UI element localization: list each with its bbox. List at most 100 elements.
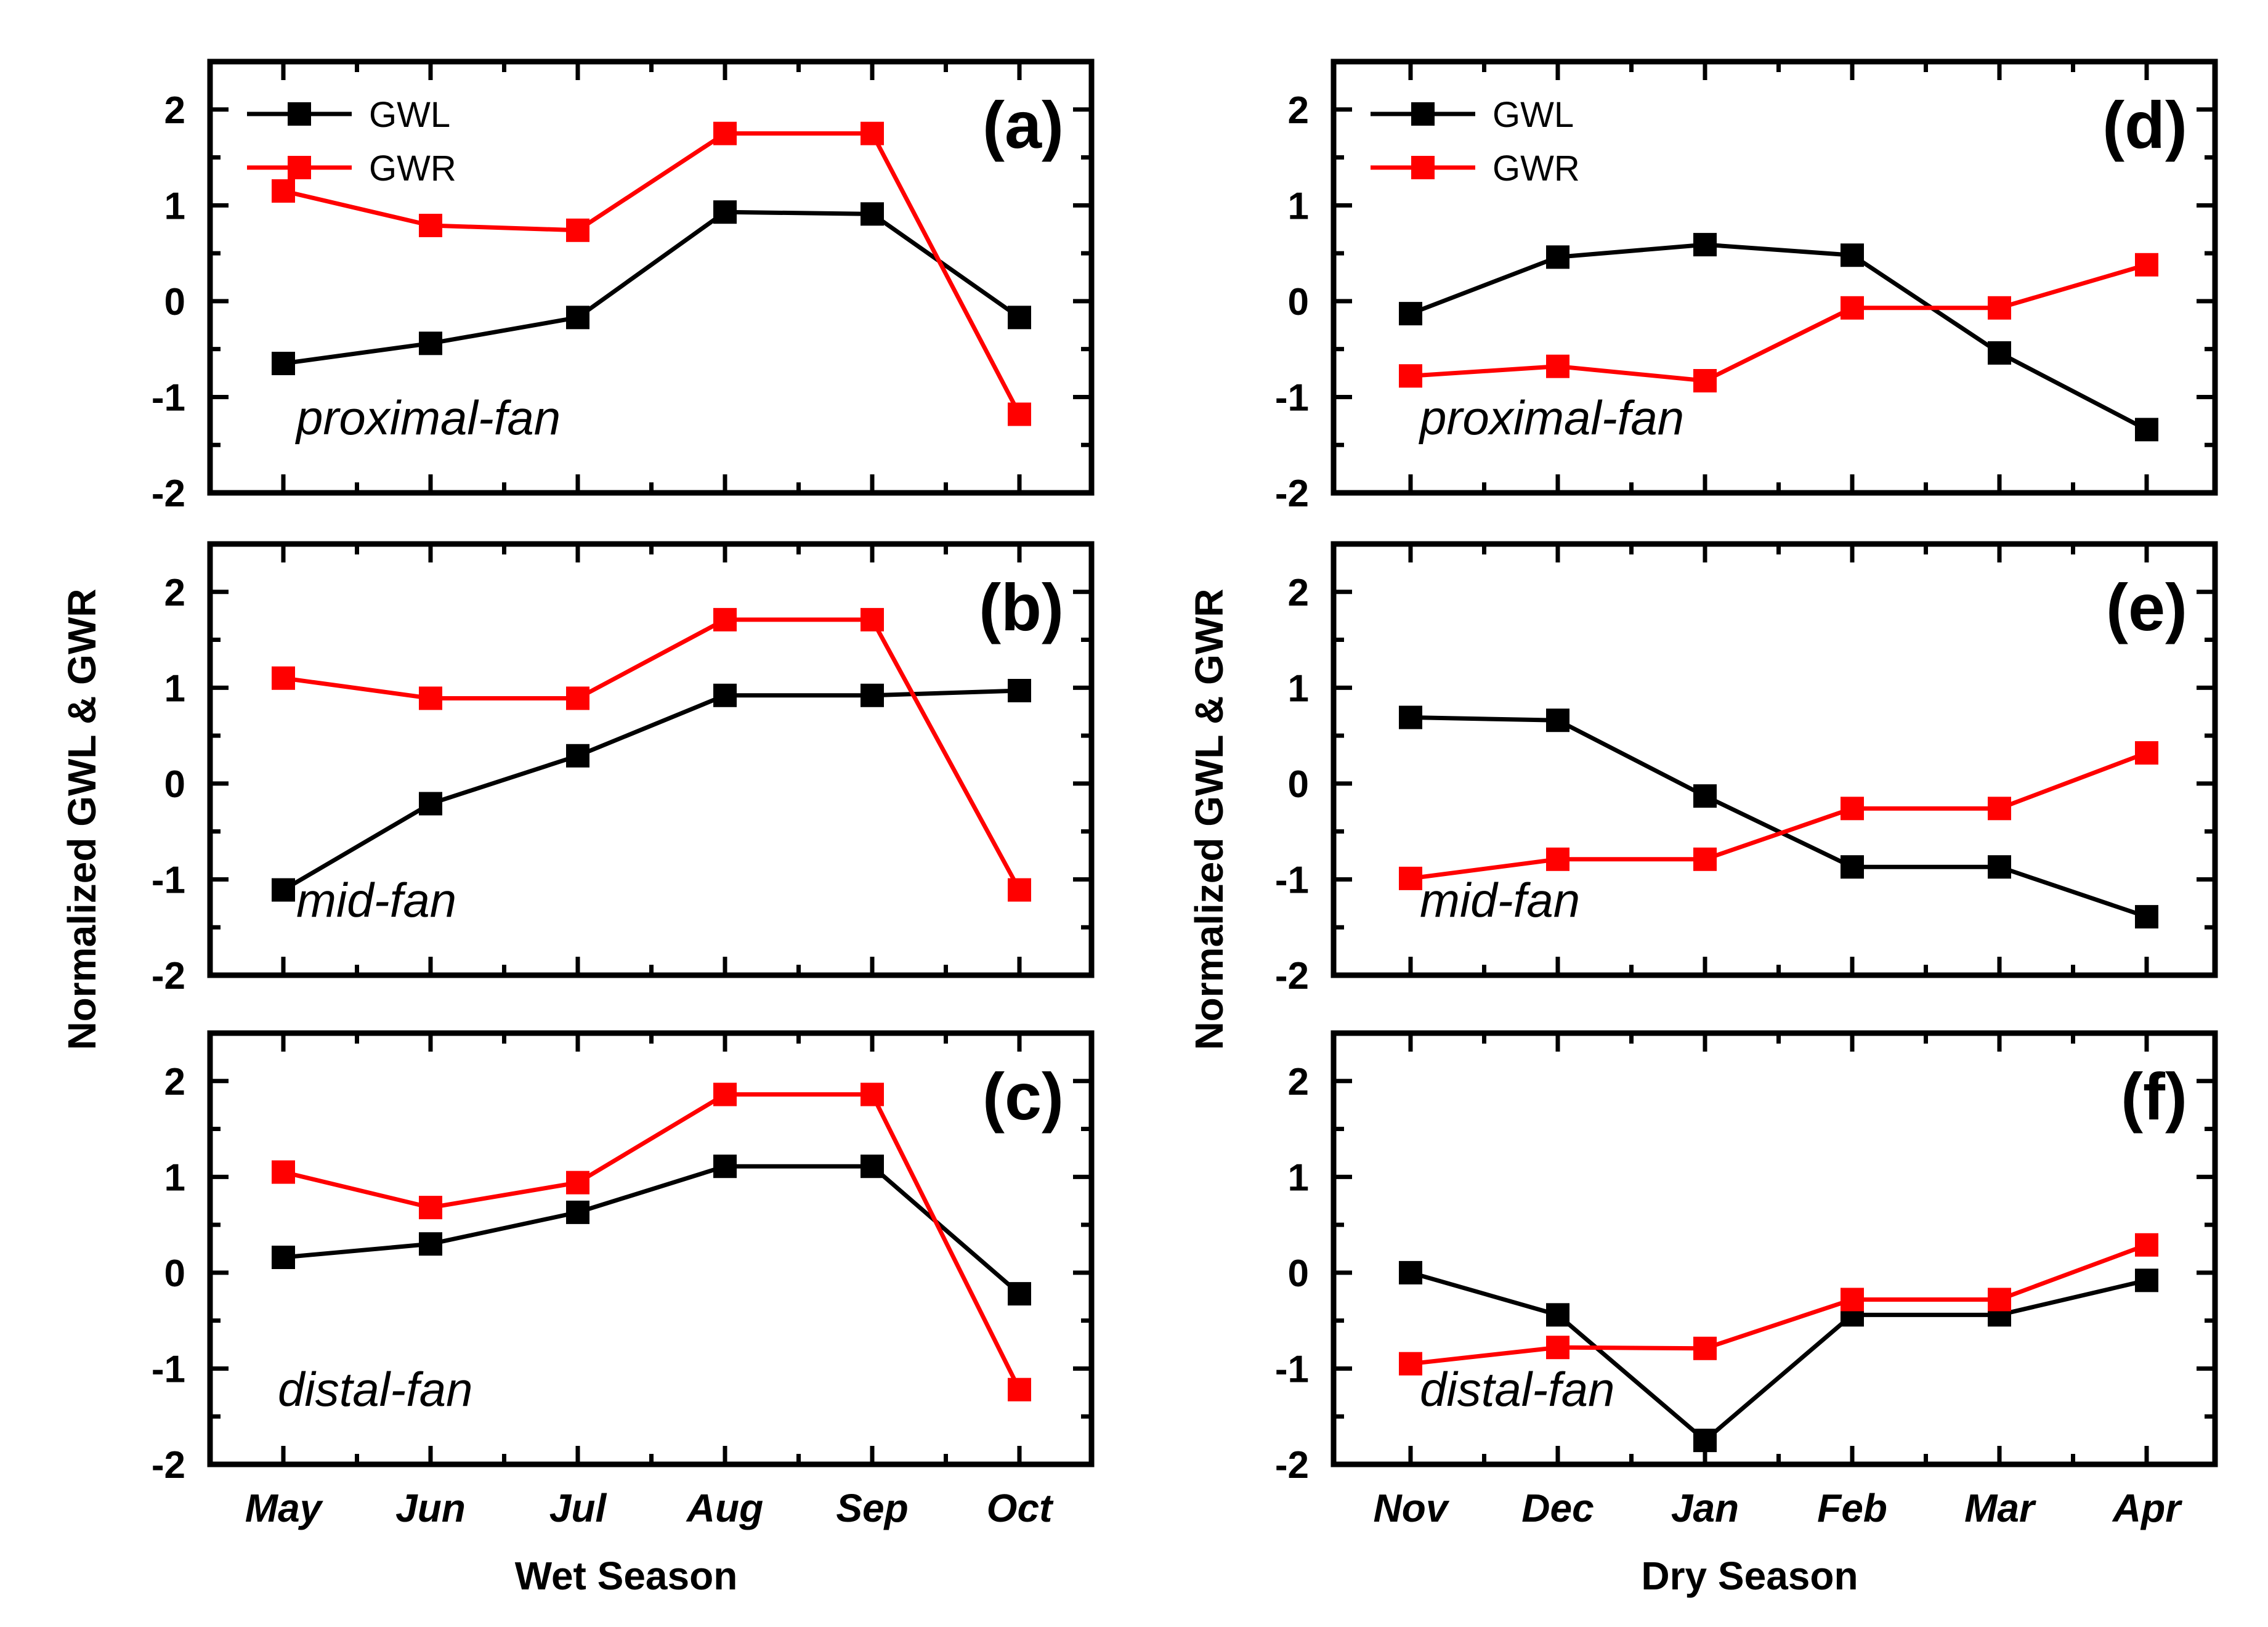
data-point-gwl-jun (419, 331, 442, 355)
y-tick-label: -1 (1275, 376, 1309, 419)
data-point-gwl-nov (1399, 705, 1422, 729)
series-line-gwl (1409, 242, 2148, 432)
x-tick-label-aug: Aug (686, 1486, 763, 1530)
data-point-gwr-mar (1988, 797, 2011, 821)
data-point-gwl-jun (419, 1232, 442, 1256)
data-point-gwr-mar (1988, 1288, 2011, 1312)
data-point-gwl-sep (861, 202, 884, 226)
y-tick-label: 0 (1288, 1252, 1309, 1295)
region-label: distal-fan (1420, 1362, 1615, 1416)
series-line-gwl (1410, 1270, 2147, 1443)
data-point-gwr-feb (1841, 1288, 1864, 1312)
x-tick-label-feb: Feb (1817, 1486, 1887, 1530)
plot-frame (1330, 1030, 2218, 1467)
series-line-gwr (1410, 1243, 2148, 1366)
data-point-gwl-mar (1988, 341, 2011, 365)
data-point-gwl-dec (1546, 245, 1569, 269)
data-point-gwr-apr (2135, 741, 2158, 765)
plot-frame (1330, 59, 2218, 496)
data-point-gwr-feb (1841, 797, 1864, 821)
data-point-gwl-oct (1008, 1282, 1031, 1306)
x-tick-label-jul: Jul (549, 1486, 607, 1530)
region-label: mid-fan (296, 873, 456, 927)
data-point-gwr-may (272, 666, 295, 690)
data-point-gwl-jun (419, 792, 442, 816)
data-point-gwl-jul (566, 1200, 589, 1224)
data-point-gwl-may (272, 1246, 295, 1269)
legend-label-gwr: GWR (1492, 148, 1580, 189)
series-line-gwr (283, 131, 1022, 416)
data-point-gwl-aug (713, 1154, 737, 1179)
y-tick-label: -2 (1275, 473, 1309, 515)
y-tick-label: 0 (1288, 763, 1309, 806)
data-point-gwl-oct (1008, 679, 1031, 702)
data-point-gwr-apr (2135, 1233, 2158, 1257)
data-point-gwl-may (272, 878, 295, 902)
x-tick-label-oct: Oct (987, 1486, 1054, 1530)
data-point-gwr-dec (1546, 354, 1569, 378)
data-point-gwl-oct (1008, 306, 1031, 330)
x-tick-label-may: May (245, 1486, 324, 1530)
series-line-gwl (283, 209, 1021, 366)
y-tick-label: 2 (1288, 572, 1309, 614)
x-tick-label-mar: Mar (1964, 1486, 2036, 1530)
x-tick-label-jun: Jun (395, 1486, 466, 1530)
data-point-gwl-feb (1841, 243, 1864, 267)
x-tick-label-sep: Sep (836, 1486, 908, 1530)
data-point-gwl-mar (1988, 855, 2011, 879)
x-tick-label-nov: Nov (1374, 1486, 1450, 1530)
y-tick-label: -1 (152, 1348, 185, 1390)
data-point-gwr-dec (1546, 847, 1569, 871)
y-tick-label: -1 (1275, 1348, 1309, 1390)
legend-marker-gwl (288, 102, 311, 126)
y-tick-label: -2 (152, 473, 185, 515)
data-point-gwr-oct (1008, 1377, 1031, 1402)
y-tick-label: -1 (1275, 859, 1309, 901)
panel-c: -2 -1 0 1 2 (c) distal-fan May Jun Jul Aug Sep Oct (152, 1030, 1095, 1530)
data-point-gwl-feb (1841, 855, 1864, 879)
data-point-gwr-jun (419, 686, 442, 710)
data-point-gwl-aug (713, 200, 737, 224)
panel-d: -2 -1 0 1 2 (d) proximal-fan GWL GWR (1275, 59, 2218, 515)
y-tick-label: 1 (1288, 667, 1309, 710)
panel-letter: (e) (2106, 570, 2187, 644)
legend-label-gwr: GWR (369, 148, 456, 189)
data-point-gwr-may (272, 1160, 295, 1184)
series-line-gwl (283, 1164, 1021, 1296)
data-point-gwr-sep (861, 121, 884, 145)
panel-letter: (a) (982, 87, 1064, 162)
y-tick-label: 0 (1288, 281, 1309, 323)
data-point-gwr-feb (1841, 296, 1864, 320)
region-label: proximal-fan (1419, 391, 1684, 445)
data-point-gwl-nov (1399, 302, 1422, 326)
y-tick-label: 0 (164, 281, 185, 323)
y-tick-label: -1 (152, 376, 185, 419)
panel-letter: (f) (2121, 1059, 2187, 1134)
legend-marker-gwr (288, 156, 311, 179)
legend-marker-gwl (1411, 102, 1435, 126)
y-tick-label: -1 (152, 859, 185, 901)
panel-f: -2 -1 0 1 2 (f) distal-fan Nov Dec Jan Feb Mar Apr (1275, 1030, 2218, 1530)
y-tick-label: -2 (1275, 955, 1309, 997)
data-point-gwr-sep (861, 1082, 884, 1106)
x-axis-title-wet: Wet Season (515, 1554, 738, 1598)
data-point-gwl-apr (2135, 1268, 2158, 1292)
data-point-gwl-jan (1693, 1429, 1717, 1453)
data-point-gwl-jan (1693, 784, 1717, 808)
legend-label-gwl: GWL (1492, 95, 1574, 135)
data-point-gwr-nov (1399, 866, 1422, 890)
data-point-gwl-dec (1546, 708, 1569, 732)
y-tick-label: -2 (152, 1444, 185, 1487)
data-point-gwl-jan (1693, 233, 1717, 257)
data-point-gwr-oct (1008, 878, 1031, 902)
y-axis-title-left: Normalized GWL & GWR (60, 588, 104, 1050)
data-point-gwr-may (272, 179, 295, 203)
y-tick-label: -2 (1275, 1444, 1309, 1487)
legend-label-gwl: GWL (369, 95, 450, 135)
data-point-gwr-aug (713, 607, 737, 631)
data-point-gwl-jul (566, 306, 589, 330)
series-line-gwl (282, 688, 1020, 892)
data-point-gwr-nov (1399, 1352, 1422, 1376)
panel-e: -2 -1 0 1 2 (e) mid-fan (1275, 541, 2218, 997)
data-point-gwl-apr (2135, 418, 2158, 442)
